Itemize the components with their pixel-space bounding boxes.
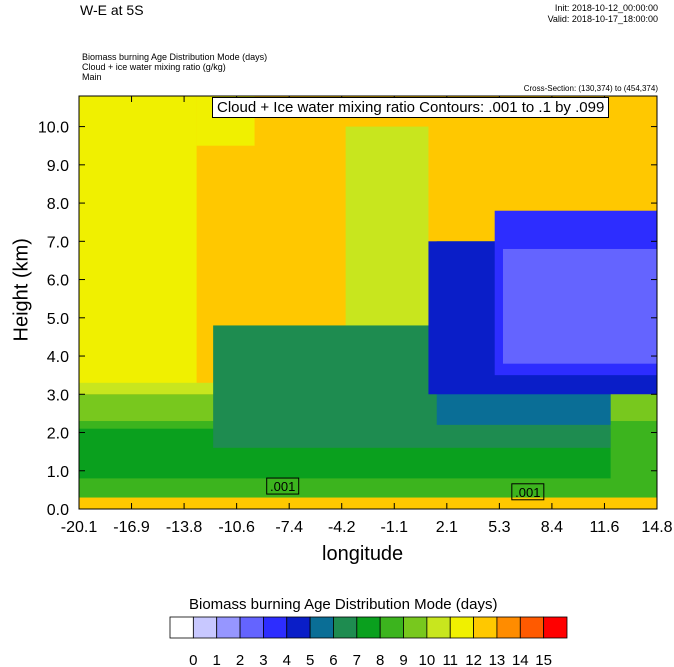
x-tick-label: -16.9 xyxy=(113,519,150,536)
colorbar-swatch xyxy=(496,616,521,639)
x-tick-label: -1.1 xyxy=(380,519,408,536)
contour-label-box xyxy=(266,477,300,495)
y-tick-label: 2.0 xyxy=(47,426,69,443)
colorbar-swatch xyxy=(519,616,545,639)
y-tick-label: 8.0 xyxy=(47,196,69,213)
colorbar-swatch xyxy=(426,616,451,639)
y-tick-label: 1.0 xyxy=(47,464,69,481)
colorbar-swatch xyxy=(309,616,334,639)
colorbar-tick-label: 3 xyxy=(259,652,267,667)
colorbar-swatch xyxy=(263,616,288,639)
colorbar-swatch xyxy=(192,616,218,639)
valid-time: Valid: 2018-10-17_18:00:00 xyxy=(547,14,658,24)
contour-label: .001 xyxy=(515,485,540,500)
colorbar-tick-label: 14 xyxy=(512,652,529,667)
contour-label-box xyxy=(511,483,545,501)
colorbar-swatch xyxy=(169,616,194,639)
heatmap-field: .001 .001 xyxy=(79,96,657,509)
field-line: Cloud + ice water mixing ratio (g/kg) xyxy=(82,62,226,72)
x-tick-label: 14.8 xyxy=(641,519,672,536)
x-tick-label: -10.6 xyxy=(218,519,255,536)
y-tick-label: 0.0 xyxy=(47,502,69,519)
plot-frame xyxy=(78,95,658,510)
heatmap-region xyxy=(79,96,197,387)
colorbar-tick-label: 5 xyxy=(306,652,314,667)
init-time: Init: 2018-10-12_00:00:00 xyxy=(554,3,658,13)
heatmap-region xyxy=(502,248,657,364)
colorbar-swatch xyxy=(473,616,498,639)
colorbar-tick-label: 15 xyxy=(535,652,552,667)
field-line: Main xyxy=(82,72,102,82)
colorbar-swatch xyxy=(216,616,241,639)
y-tick-label: 7.0 xyxy=(47,234,69,251)
y-tick-label: 5.0 xyxy=(47,311,69,328)
colorbar-title: Biomass burning Age Distribution Mode (d… xyxy=(189,596,498,613)
colorbar-swatch xyxy=(449,616,474,639)
colorbar-tick-label: 9 xyxy=(399,652,407,667)
x-tick-label: 8.4 xyxy=(541,519,563,536)
x-tick-label: -20.1 xyxy=(61,519,98,536)
colorbar-tick-label: 8 xyxy=(376,652,384,667)
x-tick-label: -13.8 xyxy=(166,519,203,536)
y-tick-label: 10.0 xyxy=(38,120,69,137)
colorbar-swatch xyxy=(356,616,381,639)
cross-section-label: Cross-Section: (130,374) to (454,374) xyxy=(523,84,658,93)
colorbar-tick-label: 6 xyxy=(329,652,337,667)
heatmap-region xyxy=(345,126,429,337)
x-tick-label: 11.6 xyxy=(589,519,619,536)
x-tick-label: -4.2 xyxy=(328,519,356,536)
x-tick-label: -7.4 xyxy=(275,519,303,536)
y-tick-label: 6.0 xyxy=(47,273,69,290)
contour-label: .001 xyxy=(270,479,295,494)
y-tick-label: 3.0 xyxy=(47,387,69,404)
colorbar-tick-label: 4 xyxy=(283,652,291,667)
colorbar-swatch xyxy=(543,616,568,639)
x-tick-label: 5.3 xyxy=(488,519,510,536)
y-tick-label: 4.0 xyxy=(47,349,69,366)
colorbar-swatch xyxy=(403,616,428,639)
colorbar-tick-label: 12 xyxy=(465,652,482,667)
colorbar-swatch xyxy=(379,616,404,639)
x-axis-label: longitude xyxy=(322,543,404,565)
colorbar-tick-label: 7 xyxy=(353,652,361,667)
colorbar-tick-label: 0 xyxy=(189,652,197,667)
x-tick-label: 2.1 xyxy=(436,519,458,536)
field-line: Biomass burning Age Distribution Mode (d… xyxy=(82,52,268,62)
colorbar-tick-label: 10 xyxy=(419,652,436,667)
colorbar-swatch xyxy=(333,616,358,639)
colorbar-tick-label: 13 xyxy=(489,652,506,667)
field-description: Biomass burning Age Distribution Mode (d… xyxy=(82,52,267,82)
plot-title: W-E at 5S xyxy=(80,2,144,18)
colorbar-tick-label: 11 xyxy=(442,652,458,667)
init-valid-times: Init: 2018-10-12_00:00:00 Valid: 2018-10… xyxy=(548,3,658,25)
colorbar-tick-label: 2 xyxy=(236,652,244,667)
colorbar-swatch xyxy=(239,616,264,639)
colorbar-swatch xyxy=(286,616,311,639)
colorbar-tick-label: 1 xyxy=(213,652,221,667)
contour-info-box: Cloud + Ice water mixing ratio Contours:… xyxy=(212,97,610,118)
y-axis-label: Height (km) xyxy=(10,238,33,342)
y-tick-label: 9.0 xyxy=(47,158,69,175)
